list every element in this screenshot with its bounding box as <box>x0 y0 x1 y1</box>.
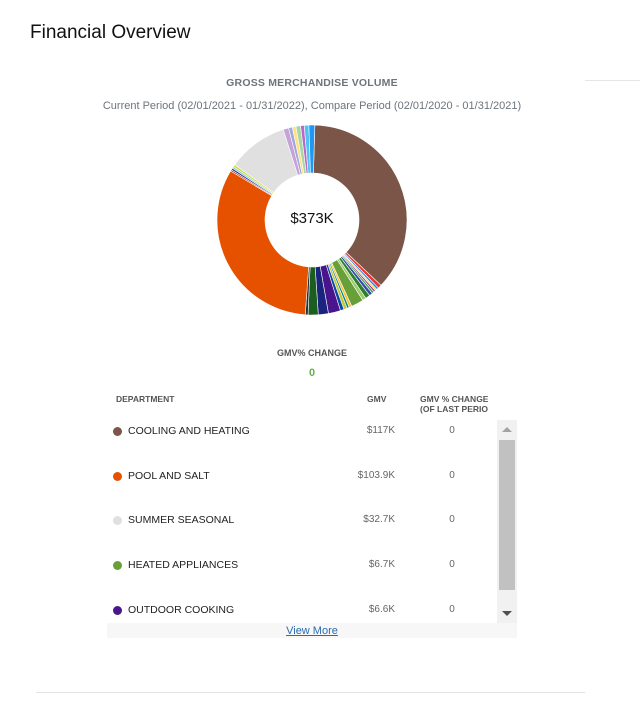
gmv-change-value: 0 <box>308 367 316 379</box>
department-gmv-change: 0 <box>449 559 455 570</box>
donut-center-value: $373K <box>290 210 334 227</box>
department-table[interactable]: COOLING AND HEATING $117K 0 POOL AND SAL… <box>107 418 517 623</box>
department-gmv-change: 0 <box>449 604 455 615</box>
department-name: OUTDOOR COOKING <box>128 604 235 616</box>
department-gmv: $117K <box>366 425 395 436</box>
department-gmv: $103.9K <box>357 470 395 481</box>
legend-dot <box>113 427 122 436</box>
table-row[interactable]: SUMMER SEASONAL $32.7K 0 <box>107 511 495 531</box>
chart-title: GROSS MERCHANDISE VOLUME <box>226 77 398 89</box>
department-name: HEATED APPLIANCES <box>128 559 239 571</box>
header-divider <box>585 80 640 81</box>
department-gmv: $6.6K <box>368 604 395 615</box>
gmv-donut-chart[interactable] <box>212 122 412 322</box>
chart-subtitle: Current Period (02/01/2021 - 01/31/2022)… <box>102 100 522 112</box>
column-header-gmv-change: GMV % CHANGE (OF LAST PERIOD) <box>420 394 488 414</box>
table-scrollbar[interactable] <box>497 420 517 623</box>
department-name: SUMMER SEASONAL <box>128 514 235 526</box>
department-gmv-change: 0 <box>449 470 455 481</box>
department-gmv-change: 0 <box>449 514 455 525</box>
view-more-link[interactable]: View More <box>286 625 338 637</box>
donut-slice[interactable] <box>308 124 316 174</box>
column-header-gmv-change-line1: GMV % CHANGE <box>420 394 488 404</box>
department-name: COOLING AND HEATING <box>128 425 250 437</box>
department-name: POOL AND SALT <box>128 470 210 482</box>
donut-slice[interactable] <box>216 170 309 316</box>
legend-dot <box>113 516 122 525</box>
legend-dot <box>113 606 122 615</box>
scroll-up-arrow-icon[interactable] <box>497 420 517 440</box>
scrollbar-thumb[interactable] <box>499 440 515 590</box>
column-header-gmv-change-line2: (OF LAST PERIOD) <box>420 404 488 414</box>
scroll-down-arrow-icon[interactable] <box>497 603 517 623</box>
department-gmv: $32.7K <box>363 514 395 525</box>
view-more-bar <box>107 623 517 638</box>
donut-slice[interactable] <box>313 124 408 286</box>
table-row[interactable]: COOLING AND HEATING $117K 0 <box>107 422 495 442</box>
department-gmv-change: 0 <box>449 425 455 436</box>
column-header-gmv: GMV <box>367 394 387 404</box>
legend-dot <box>113 561 122 570</box>
page-title: Financial Overview <box>30 22 191 43</box>
table-row[interactable]: POOL AND SALT $103.9K 0 <box>107 467 495 487</box>
gmv-change-label: GMV% CHANGE <box>276 348 347 358</box>
legend-dot <box>113 472 122 481</box>
department-gmv: $6.7K <box>368 559 395 570</box>
table-row[interactable]: OUTDOOR COOKING $6.6K 0 <box>107 601 495 621</box>
table-row[interactable]: HEATED APPLIANCES $6.7K 0 <box>107 556 495 576</box>
column-header-department: DEPARTMENT <box>116 394 175 404</box>
section-divider <box>36 692 585 693</box>
